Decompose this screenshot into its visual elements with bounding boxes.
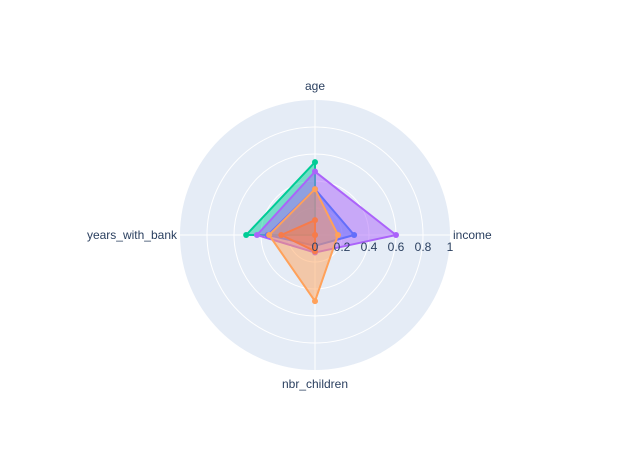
series-1-point-1[interactable] <box>393 232 399 238</box>
series-4-point-1[interactable] <box>334 232 341 238</box>
tick-label-2: 0.4 <box>361 240 378 254</box>
series-4-point-0[interactable] <box>312 186 318 193</box>
tick-label-5: 1 <box>447 240 454 254</box>
tick-label-3: 0.6 <box>388 240 405 254</box>
tick-label-1: 0.2 <box>334 240 351 254</box>
series-0-point-0[interactable] <box>312 159 318 166</box>
axis-label-years-with-bank: years_with_bank <box>87 228 178 242</box>
axis-labels: age income nbr_children years_with_bank <box>87 79 492 391</box>
series-0-point-3[interactable] <box>243 232 250 238</box>
axis-label-age: age <box>305 79 325 93</box>
series-4-point-3[interactable] <box>266 232 273 238</box>
series-2-point-1[interactable] <box>351 232 358 238</box>
radial-tick-labels: 0 0.2 0.4 0.6 0.8 1 <box>312 240 454 254</box>
series-1-point-0[interactable] <box>312 168 318 175</box>
axis-label-nbr-children: nbr_children <box>282 377 348 391</box>
series-4 <box>266 186 341 305</box>
tick-label-4: 0.8 <box>415 240 432 254</box>
series-1-point-3[interactable] <box>253 232 260 238</box>
series-layer <box>243 159 399 305</box>
tick-label-0: 0 <box>312 240 319 254</box>
axis-label-income: income <box>453 228 492 242</box>
series-4-point-2[interactable] <box>312 298 318 305</box>
